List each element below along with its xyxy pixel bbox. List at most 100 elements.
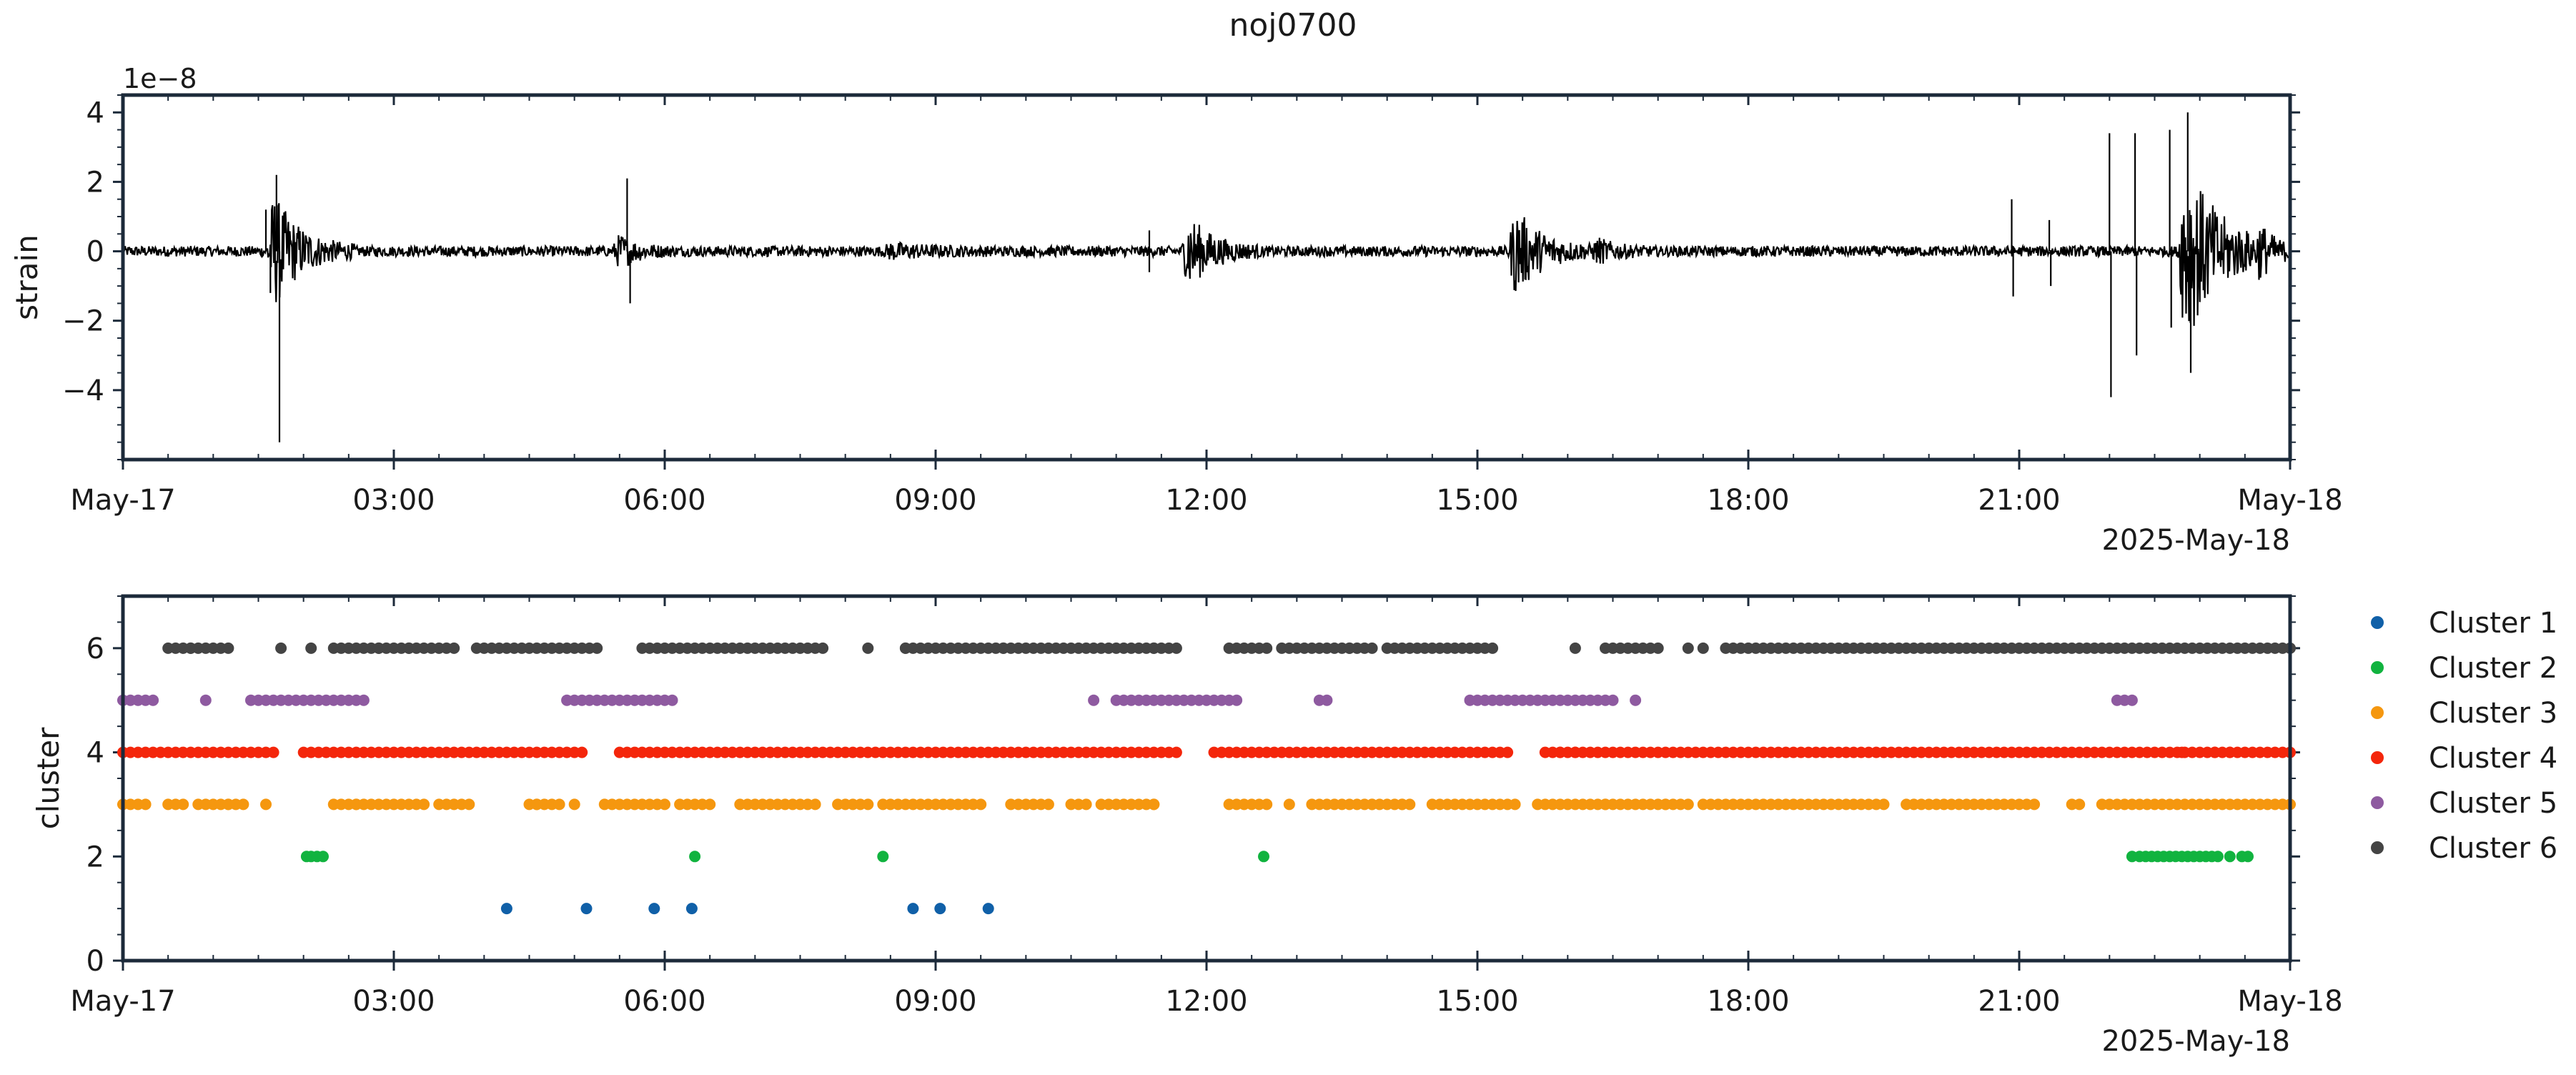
cluster-4-point xyxy=(2209,746,2221,758)
cluster-3-point xyxy=(704,798,716,811)
cluster-3-point xyxy=(237,798,249,811)
cluster-1-point xyxy=(982,903,994,915)
cluster-6-point xyxy=(1682,642,1694,654)
cluster-3-point xyxy=(1080,798,1092,811)
y-tick-label: 4 xyxy=(86,737,104,770)
legend-marker xyxy=(2371,616,2384,629)
x-tick-label: 15:00 xyxy=(1436,484,1518,517)
cluster-6-point xyxy=(184,642,197,654)
cluster-6-point xyxy=(1261,642,1273,654)
x-tick-label: May-17 xyxy=(70,484,175,517)
cluster-3-point xyxy=(1600,798,1611,811)
cluster-6-point xyxy=(305,642,317,654)
cluster-3-point xyxy=(139,798,152,811)
cluster-2-point xyxy=(2242,851,2254,863)
cluster-2-series xyxy=(300,851,2254,863)
cluster-3-point xyxy=(1261,798,1273,811)
y-tick-label: 0 xyxy=(86,236,104,269)
x-tick-label: May-18 xyxy=(2237,985,2342,1018)
cluster-5-point xyxy=(357,694,370,706)
cluster-4-series xyxy=(117,746,2296,758)
cluster-3-point xyxy=(975,798,987,811)
cluster-panel: May-17 03:00 06:00 09:00 12:00 15:00 18:00 21:0… xyxy=(31,594,2343,1058)
cluster-5-point xyxy=(1630,694,1642,706)
cluster-3-point xyxy=(350,798,362,811)
legend-label: Cluster 1 xyxy=(2429,607,2557,640)
cluster-6-point xyxy=(817,642,829,654)
cluster-5-point xyxy=(1607,694,1619,706)
cluster-2-point xyxy=(2211,851,2224,863)
cluster-3-point xyxy=(418,798,430,811)
chart-legend: Cluster 1 Cluster 2 Cluster 3 Cluster 4 Clus… xyxy=(2371,607,2557,865)
cluster-1-point xyxy=(500,903,512,915)
strain-offset-label: 1e−8 xyxy=(123,63,197,94)
cluster-6-point xyxy=(899,642,911,654)
cluster-6-point xyxy=(448,642,460,654)
cluster-6-point xyxy=(1697,642,1709,654)
cluster-6-point xyxy=(591,642,603,654)
cluster-3-point xyxy=(1366,798,1378,811)
x-tick-label: 06:00 xyxy=(623,985,705,1018)
cluster-6-point xyxy=(403,642,415,654)
strain-axes-frame xyxy=(121,93,2292,462)
strain-ylabel: strain xyxy=(9,234,44,320)
cluster-4-point xyxy=(2224,746,2236,758)
cluster-3-point xyxy=(1396,798,1408,811)
cluster-3-point xyxy=(1283,798,1295,811)
cluster-2-point xyxy=(689,851,701,863)
cluster-6-point xyxy=(1344,642,1355,654)
cluster-3-point xyxy=(531,798,543,811)
cluster-6-point xyxy=(1487,642,1499,654)
cluster-ylabel: cluster xyxy=(31,727,66,830)
cluster-4-point xyxy=(1502,746,1514,758)
cluster-x-offset-label: 2025-May-18 xyxy=(2101,1025,2290,1058)
y-tick-label: 2 xyxy=(86,841,104,873)
cluster-2-point xyxy=(2224,851,2236,863)
cluster-points xyxy=(117,642,2296,915)
x-tick-label: 06:00 xyxy=(623,484,705,517)
legend-marker xyxy=(2371,796,2384,809)
cluster-6-point xyxy=(862,642,874,654)
y-tick-label: 2 xyxy=(86,166,104,199)
cluster-1-series xyxy=(500,903,994,915)
cluster-3-point xyxy=(945,798,957,811)
x-tick-label: May-18 xyxy=(2237,484,2342,517)
cluster-3-point xyxy=(568,798,580,811)
legend-item-cluster-5: Cluster 5 xyxy=(2371,787,2557,820)
cluster-6-point xyxy=(372,642,385,654)
cluster-5-point xyxy=(199,694,212,706)
cluster-1-point xyxy=(934,903,946,915)
legend-label: Cluster 5 xyxy=(2429,787,2557,820)
legend-label: Cluster 6 xyxy=(2429,832,2557,865)
cluster-6-point xyxy=(222,642,234,654)
cluster-3-point xyxy=(463,798,475,811)
cluster-4-point xyxy=(1170,746,1182,758)
legend-item-cluster-6: Cluster 6 xyxy=(2371,832,2557,865)
cluster-3-point xyxy=(1148,798,1160,811)
legend-item-cluster-3: Cluster 3 xyxy=(2371,697,2557,730)
cluster-5-point xyxy=(1321,694,1333,706)
x-tick-label: 12:00 xyxy=(1165,985,1247,1018)
cluster-3-point xyxy=(1042,798,1054,811)
cluster-ticks: May-17 03:00 06:00 09:00 12:00 15:00 18:00 21:0… xyxy=(70,595,2343,1018)
cluster-2-point xyxy=(877,851,889,863)
strain-x-offset-label: 2025-May-18 xyxy=(2101,524,2290,557)
x-tick-label: 21:00 xyxy=(1978,484,2060,517)
cluster-3-point xyxy=(659,798,670,811)
cluster-5-point xyxy=(666,694,678,706)
cluster-6-point xyxy=(1569,642,1581,654)
cluster-3-point xyxy=(862,798,874,811)
x-tick-label: 09:00 xyxy=(894,484,976,517)
legend-item-cluster-2: Cluster 2 xyxy=(2371,652,2557,685)
cluster-5-point xyxy=(1231,694,1243,706)
cluster-1-point xyxy=(648,903,660,915)
cluster-4-point xyxy=(2176,746,2188,758)
strain-panel: May-17 03:00 06:00 09:00 12:00 15:00 18:00 21:0… xyxy=(9,63,2343,557)
cluster-2-point xyxy=(317,851,329,863)
cluster-3-point xyxy=(260,798,272,811)
cluster-3-point xyxy=(2028,798,2041,811)
cluster-6-series xyxy=(162,642,2296,654)
cluster-3-point xyxy=(177,798,189,811)
cluster-axes-frame xyxy=(121,594,2292,963)
